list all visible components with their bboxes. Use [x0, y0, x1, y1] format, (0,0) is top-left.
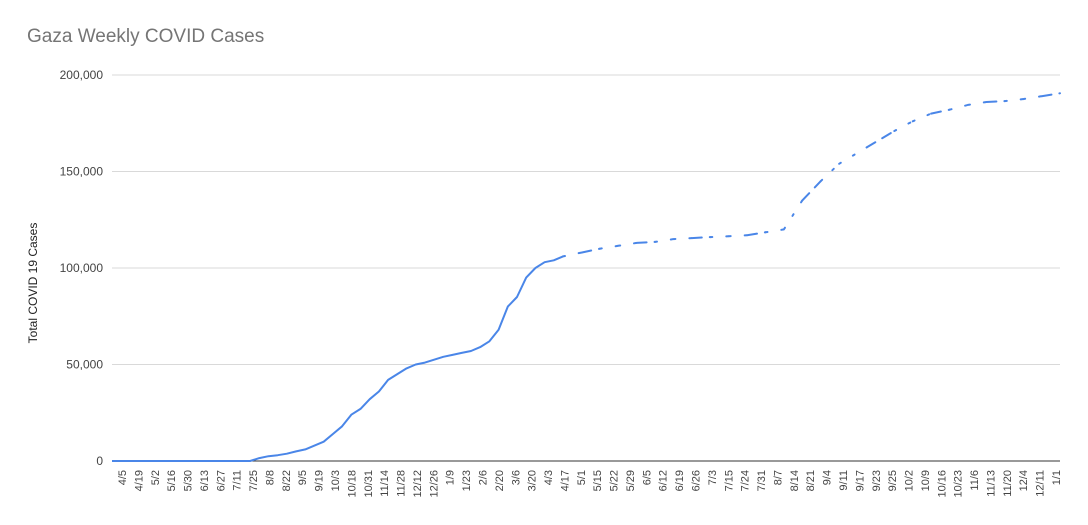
series-segment: [985, 100, 1006, 103]
y-tick-label: 100,000: [60, 261, 104, 275]
x-tick-label: 5/29: [625, 470, 637, 491]
x-tick-label: 10/16: [936, 470, 948, 498]
series-segment: [1003, 98, 1025, 103]
x-tick-label: 3/20: [527, 470, 539, 491]
x-tick-label: 5/2: [150, 470, 162, 485]
series-segment: [690, 236, 712, 240]
x-tick-label: 9/11: [838, 470, 850, 491]
series-segment: [782, 199, 804, 231]
x-tick-label: 4/5: [117, 470, 129, 485]
series-segment: [838, 146, 868, 165]
series-segment: [635, 240, 656, 244]
x-tick-label: 11/6: [969, 470, 981, 491]
x-tick-label: 7/31: [756, 470, 768, 491]
x-tick-label: 1/23: [461, 470, 473, 491]
x-tick-label: 6/19: [674, 470, 686, 491]
x-tick-label: 12/4: [1018, 470, 1030, 491]
x-tick-label: 9/5: [297, 470, 309, 485]
x-tick-label: 4/3: [543, 470, 555, 485]
x-tick-label: 8/14: [789, 470, 801, 491]
x-tick-label: 12/26: [428, 470, 440, 498]
x-tick-label: 6/5: [641, 470, 653, 485]
series-segment: [801, 180, 822, 202]
x-tick-label: 8/7: [772, 470, 784, 485]
series-segment: [967, 101, 988, 106]
x-tick-label: 9/19: [314, 470, 326, 491]
x-tick-label: 9/17: [854, 470, 866, 491]
x-tick-label: 10/18: [346, 470, 358, 498]
series-segment: [727, 234, 749, 238]
x-tick-label: 2/6: [477, 470, 489, 485]
y-tick-layer: 0 50,000 100,000 150,000 200,000: [60, 68, 104, 468]
x-tick-label: 1/9: [445, 470, 457, 485]
x-tick-label: 9/25: [887, 470, 899, 491]
x-tick-label: 5/22: [609, 470, 621, 491]
series-segment: [930, 108, 951, 115]
series-segment: [654, 238, 675, 243]
grid-layer: [112, 74, 1060, 462]
x-tick-label: 3/6: [510, 470, 522, 485]
series-segment: [764, 228, 785, 234]
x-tick-label: 10/31: [363, 470, 375, 498]
x-tick-label: 6/27: [215, 470, 227, 491]
x-tick-label: 10/9: [920, 470, 932, 491]
x-tick-label: 8/8: [264, 470, 276, 485]
x-tick-label: 10/3: [330, 470, 342, 491]
x-tick-label: 10/2: [904, 470, 916, 491]
x-tick-label: 7/24: [740, 470, 752, 491]
x-tick-label: 8/22: [281, 470, 293, 491]
x-tick-label: 12/11: [1035, 470, 1047, 497]
x-tick-label: 11/14: [379, 470, 391, 497]
x-tick-label: 10/23: [953, 470, 965, 498]
x-tick-label: 11/28: [396, 470, 408, 497]
series-segment: [865, 130, 896, 149]
series-segment: [819, 162, 841, 183]
x-tick-label: 6/26: [691, 470, 703, 491]
x-tick-label: 12/12: [412, 470, 424, 498]
series-segment: [948, 103, 969, 111]
series-segment: [580, 247, 601, 254]
series-segment: [709, 235, 730, 239]
x-tick-label: 11/20: [1002, 470, 1014, 497]
x-tick-label: 4/17: [559, 470, 571, 491]
series-segment: [672, 237, 693, 241]
x-tick-label: 6/12: [658, 470, 670, 491]
series-segment: [911, 112, 933, 123]
x-tick-label: 4/19: [133, 470, 145, 491]
x-tick-label: 11/13: [985, 470, 997, 497]
x-tick-label: 7/11: [232, 470, 244, 491]
x-tick-label: 8/21: [805, 470, 817, 491]
series-segment: [598, 244, 620, 250]
x-tick-label: 7/15: [723, 470, 735, 491]
x-tick-label: 6/13: [199, 470, 211, 491]
x-tick-label: 1/1: [1051, 470, 1063, 485]
y-axis-label: Total COVID 19 Cases: [26, 223, 40, 344]
y-tick-label: 150,000: [60, 165, 104, 179]
series-segment: [893, 120, 914, 132]
series-segment: [617, 241, 638, 247]
y-tick-label: 0: [96, 454, 103, 468]
y-tick-label: 50,000: [66, 358, 103, 372]
x-tick-label: 9/4: [822, 470, 834, 485]
x-tick-label: 7/3: [707, 470, 719, 485]
x-tick-label: 5/16: [166, 470, 178, 491]
x-tick-label: 7/25: [248, 470, 260, 491]
chart-title: Gaza Weekly COVID Cases: [27, 26, 265, 47]
x-tick-label: 9/23: [871, 470, 883, 491]
x-tick-layer: 4/5 4/19 5/2 5/16 5/30 6/13 6/27 7/11 7/25 8/8 8/2…: [117, 470, 1063, 498]
x-tick-label: 5/15: [592, 470, 604, 491]
series-segment: [562, 251, 583, 258]
y-tick-label: 200,000: [60, 68, 104, 82]
x-tick-label: 5/1: [576, 470, 588, 485]
series-segment: [1022, 95, 1043, 101]
series-segment: [1040, 92, 1061, 98]
series-line: [112, 255, 564, 462]
x-tick-label: 5/30: [183, 470, 195, 491]
x-tick-label: 2/20: [494, 470, 506, 491]
series-layer: [112, 92, 1061, 462]
series-segment: [746, 231, 767, 237]
